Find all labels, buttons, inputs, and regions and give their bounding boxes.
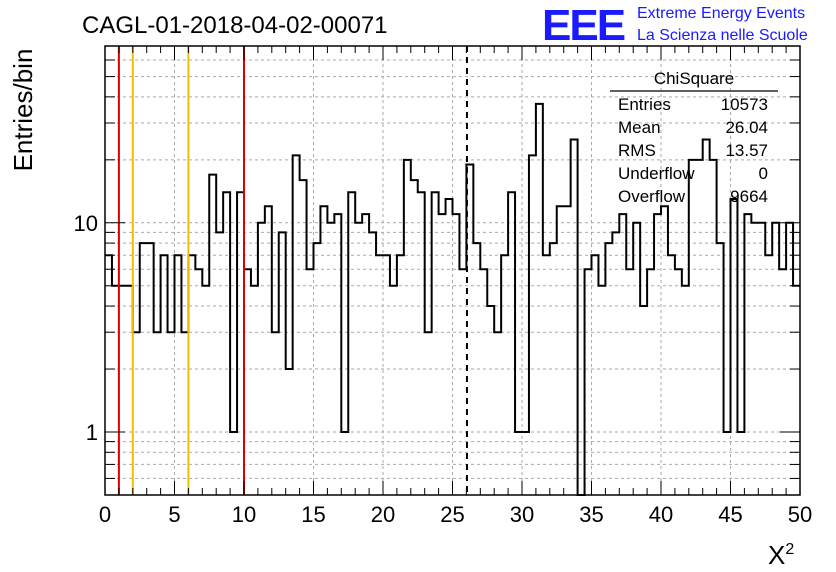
logo-line-2: La Scienza nelle Scuole bbox=[637, 27, 808, 44]
stats-rows: Entries 10573 Mean 26.04 RMS 13.57 Underflow 0 O… bbox=[618, 95, 768, 206]
x-axis-label: X2 bbox=[768, 540, 794, 570]
x-axis-label-main: X bbox=[768, 540, 785, 570]
stats-row-label: RMS bbox=[618, 141, 656, 160]
x-tick-label: 40 bbox=[649, 502, 673, 527]
stats-row-value: 26.04 bbox=[725, 118, 768, 137]
logo-mark: EEE bbox=[542, 1, 625, 50]
x-tick-label: 50 bbox=[788, 502, 812, 527]
stats-row-value: 0 bbox=[759, 164, 768, 183]
x-tick-label: 45 bbox=[718, 502, 742, 527]
stats-row-label: Entries bbox=[618, 95, 671, 114]
axis-tick-labels: 0 5 10 15 20 25 30 35 40 45 50 1 10 bbox=[74, 211, 813, 527]
y-tick-label: 1 bbox=[86, 420, 98, 445]
stats-row-value: 9664 bbox=[730, 187, 768, 206]
x-tick-label: 30 bbox=[510, 502, 534, 527]
stats-title: ChiSquare bbox=[654, 69, 734, 88]
y-axis-label: Entries/bin bbox=[8, 49, 38, 172]
eee-logo: EEE Extreme Energy Events La Scienza nel… bbox=[542, 1, 808, 50]
stats-row-label: Mean bbox=[618, 118, 661, 137]
chart-title: CAGL-01-2018-04-02-00071 bbox=[82, 12, 388, 39]
logo-line-1: Extreme Energy Events bbox=[637, 5, 805, 22]
x-tick-label: 10 bbox=[232, 502, 256, 527]
stats-row-value: 10573 bbox=[721, 95, 768, 114]
plot-frame bbox=[104, 45, 801, 496]
x-tick-label: 20 bbox=[371, 502, 395, 527]
x-tick-label: 35 bbox=[579, 502, 603, 527]
histogram-outline bbox=[105, 102, 800, 496]
stats-box: ChiSquare Entries 10573 Mean 26.04 RMS 13.57 U… bbox=[610, 69, 778, 206]
stats-row-label: Underflow bbox=[618, 164, 695, 183]
x-tick-label: 15 bbox=[301, 502, 325, 527]
x-axis-label-superscript: 2 bbox=[785, 541, 794, 558]
x-tick-label: 25 bbox=[440, 502, 464, 527]
marker-lines bbox=[117, 46, 468, 495]
y-tick-label: 10 bbox=[74, 211, 98, 236]
stats-row-value: 13.57 bbox=[725, 141, 768, 160]
histogram-steps bbox=[105, 102, 800, 496]
stats-row-label: Overflow bbox=[618, 187, 686, 206]
x-tick-label: 0 bbox=[99, 502, 111, 527]
x-tick-label: 5 bbox=[168, 502, 180, 527]
